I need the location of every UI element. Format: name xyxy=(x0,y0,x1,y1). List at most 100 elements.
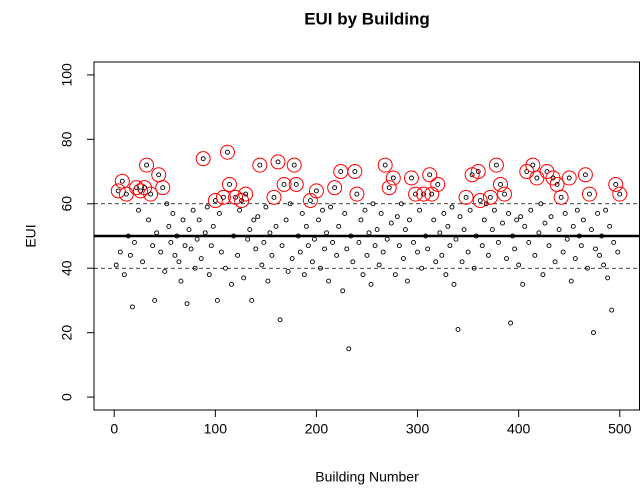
point xyxy=(540,272,546,278)
point xyxy=(552,259,558,265)
point xyxy=(164,201,170,207)
highlight-ring xyxy=(288,176,304,192)
point xyxy=(216,210,222,216)
point xyxy=(186,227,192,233)
point xyxy=(398,201,404,207)
highlight-ring xyxy=(381,180,397,196)
point xyxy=(324,230,330,236)
point xyxy=(419,265,425,271)
point xyxy=(293,181,299,187)
point xyxy=(152,297,158,303)
highlight-ring xyxy=(349,186,365,202)
highlight-ring xyxy=(195,151,211,167)
point xyxy=(530,162,536,168)
point xyxy=(390,175,396,181)
point xyxy=(370,201,376,207)
point xyxy=(417,207,423,213)
point xyxy=(162,268,168,274)
point xyxy=(328,204,334,210)
point xyxy=(196,217,202,223)
point xyxy=(402,227,408,233)
point xyxy=(263,204,269,210)
point xyxy=(526,239,532,245)
highlight-ring xyxy=(327,180,343,196)
point xyxy=(279,243,285,249)
point xyxy=(299,210,305,216)
point xyxy=(206,272,212,278)
highlight-ring xyxy=(424,186,440,202)
point xyxy=(603,207,609,213)
point xyxy=(277,317,283,323)
point xyxy=(485,252,491,258)
highlight-ring xyxy=(110,183,126,199)
point xyxy=(146,217,152,223)
point xyxy=(344,246,350,252)
point xyxy=(170,210,176,216)
x-tick-label: 500 xyxy=(608,421,632,437)
point xyxy=(243,191,249,197)
highlight-ring xyxy=(266,189,282,205)
point xyxy=(198,256,204,262)
point xyxy=(123,191,129,197)
point xyxy=(326,278,332,284)
point xyxy=(586,191,592,197)
point xyxy=(481,217,487,223)
point xyxy=(487,194,493,200)
highlight-ring xyxy=(385,170,401,186)
point xyxy=(429,191,435,197)
point xyxy=(336,223,342,229)
point xyxy=(283,217,289,223)
point xyxy=(225,149,230,155)
highlight-ring xyxy=(308,183,324,199)
x-tick-label: 300 xyxy=(406,421,430,437)
point xyxy=(184,301,190,307)
point xyxy=(291,162,297,168)
point xyxy=(156,172,162,178)
point xyxy=(560,249,566,255)
point xyxy=(584,265,590,271)
point xyxy=(235,252,241,258)
point xyxy=(129,304,135,310)
point xyxy=(374,227,380,233)
point xyxy=(142,185,148,191)
highlight-ring xyxy=(252,157,268,173)
point xyxy=(524,169,530,175)
highlight-ring xyxy=(219,144,235,160)
x-tick-label: 400 xyxy=(507,421,531,437)
y-tick-label: 40 xyxy=(59,260,75,276)
point xyxy=(449,204,455,210)
point xyxy=(233,194,239,200)
point xyxy=(532,252,538,258)
point xyxy=(447,243,453,249)
point xyxy=(495,239,501,245)
point xyxy=(388,220,394,226)
point xyxy=(516,262,522,268)
point xyxy=(188,246,194,252)
point xyxy=(607,223,613,229)
point xyxy=(174,233,180,239)
point xyxy=(253,246,259,252)
point xyxy=(255,214,261,220)
point xyxy=(265,278,271,284)
point xyxy=(113,262,119,268)
y-tick-label: 100 xyxy=(59,63,75,87)
point xyxy=(301,272,307,278)
point xyxy=(493,162,499,168)
point xyxy=(287,201,293,207)
point xyxy=(259,262,265,268)
point xyxy=(593,246,598,252)
point xyxy=(504,256,509,262)
point xyxy=(423,233,429,239)
point xyxy=(352,169,358,175)
point xyxy=(591,330,596,336)
point xyxy=(489,227,495,233)
point xyxy=(144,162,150,168)
point xyxy=(396,243,402,249)
point xyxy=(451,281,457,287)
highlight-ring xyxy=(133,183,149,199)
point xyxy=(172,252,178,258)
chart-title: EUI by Building xyxy=(304,9,430,28)
point xyxy=(360,272,366,278)
highlight-ring xyxy=(577,167,593,183)
